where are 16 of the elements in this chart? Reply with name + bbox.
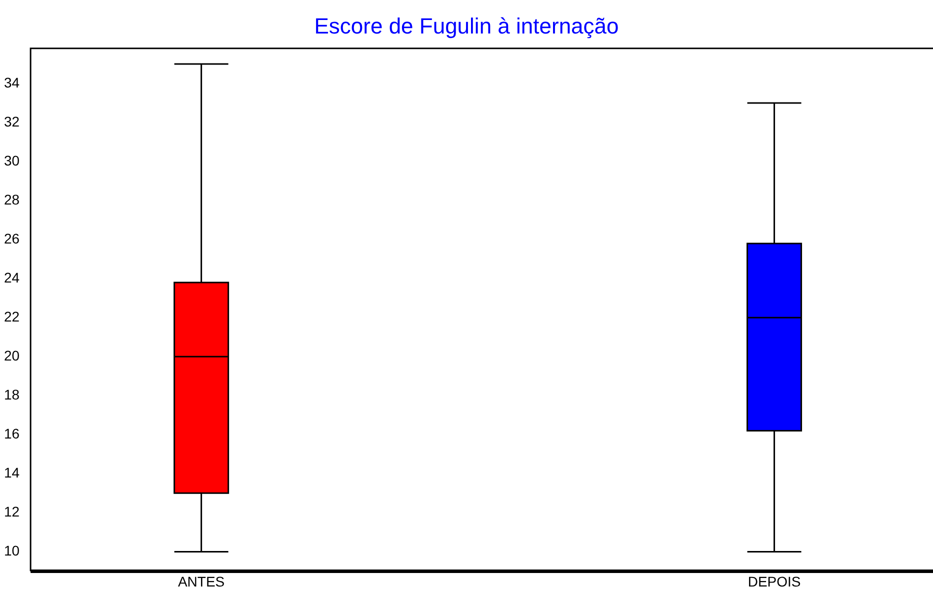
- y-tick-label: 34: [4, 74, 20, 90]
- y-tick-label: 18: [4, 386, 20, 402]
- y-tick-label: 14: [4, 464, 20, 481]
- y-tick-label: 28: [4, 191, 20, 208]
- x-tick-label: DEPOIS: [748, 573, 801, 590]
- chart-title: Escore de Fugulin à internação: [314, 13, 619, 38]
- y-tick-label: 16: [4, 426, 20, 442]
- y-tick-label: 32: [4, 113, 20, 130]
- y-tick-label: 22: [4, 308, 20, 324]
- y-tick-label: 24: [4, 269, 20, 286]
- y-tick-label: 26: [4, 230, 20, 246]
- x-tick-label: ANTES: [178, 573, 225, 590]
- y-tick-label: 30: [4, 152, 20, 168]
- y-tick-label: 12: [4, 504, 20, 520]
- y-tick-label: 20: [4, 347, 20, 364]
- y-tick-label: 10: [4, 542, 20, 559]
